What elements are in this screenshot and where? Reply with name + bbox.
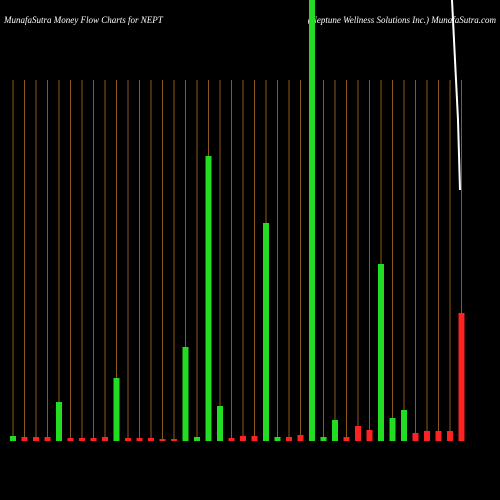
- bar: [33, 437, 39, 441]
- bar: [171, 439, 177, 441]
- bar: [366, 430, 373, 441]
- bar: [56, 402, 62, 441]
- bar: [343, 437, 350, 441]
- bar: [309, 0, 315, 441]
- bar: [332, 420, 338, 441]
- bar: [458, 313, 465, 441]
- bar: [435, 431, 442, 441]
- bar: [67, 438, 74, 441]
- bar: [228, 438, 235, 441]
- bar: [378, 264, 384, 441]
- bar: [389, 418, 396, 441]
- bar: [102, 437, 108, 441]
- bar: [320, 437, 327, 441]
- bar: [424, 431, 430, 441]
- bar: [286, 437, 292, 441]
- bar: [355, 426, 361, 441]
- chart-subtitle: (Neptune Wellness Solutions Inc.) Munafa…: [308, 15, 497, 25]
- bar: [79, 438, 85, 441]
- bar: [159, 439, 166, 441]
- bar: [90, 438, 97, 441]
- bar: [240, 436, 246, 441]
- bar: [251, 436, 258, 441]
- bar: [401, 410, 407, 441]
- bar: [297, 435, 304, 441]
- bar: [194, 437, 200, 441]
- bar: [274, 437, 281, 441]
- bar: [21, 437, 28, 441]
- bar: [447, 431, 453, 441]
- bar: [217, 406, 223, 441]
- bar: [10, 436, 16, 441]
- bar: [148, 438, 154, 441]
- bar: [136, 438, 143, 441]
- bar: [182, 347, 189, 441]
- bar: [263, 223, 269, 441]
- chart-title: MunafaSutra Money Flow Charts for NEPT: [3, 15, 164, 25]
- bar: [44, 437, 51, 441]
- bar: [412, 433, 419, 441]
- bar: [205, 156, 212, 441]
- price-line: [451, 0, 461, 191]
- bar: [125, 438, 131, 441]
- bar: [113, 378, 120, 441]
